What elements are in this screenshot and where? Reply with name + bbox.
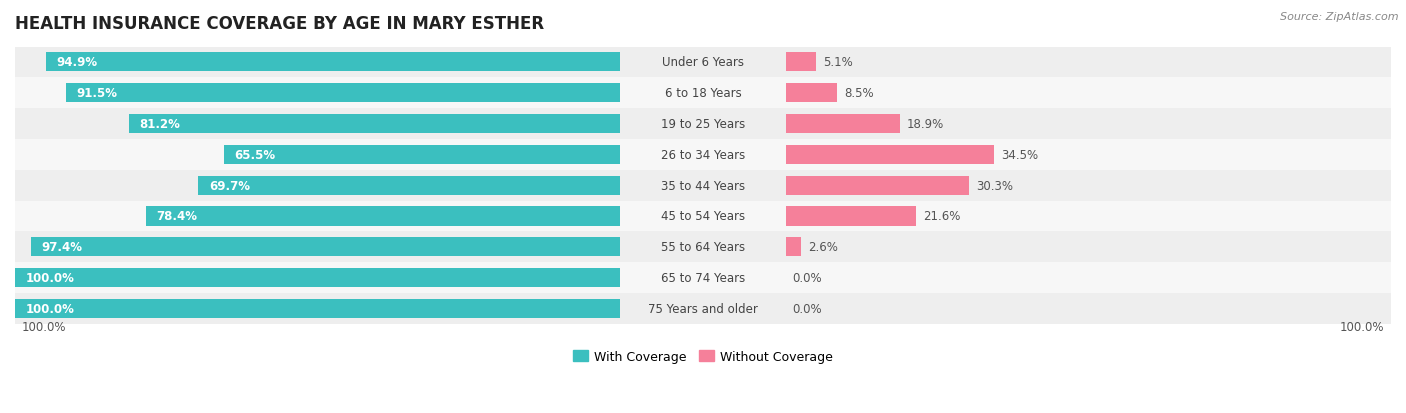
Text: 65.5%: 65.5% xyxy=(235,149,276,161)
Text: 100.0%: 100.0% xyxy=(1340,320,1384,333)
Text: 97.4%: 97.4% xyxy=(41,241,82,254)
Bar xyxy=(129,115,620,134)
Bar xyxy=(786,207,917,226)
Text: 65 to 74 Years: 65 to 74 Years xyxy=(661,271,745,285)
Bar xyxy=(15,299,620,318)
Bar xyxy=(198,176,620,195)
Text: HEALTH INSURANCE COVERAGE BY AGE IN MARY ESTHER: HEALTH INSURANCE COVERAGE BY AGE IN MARY… xyxy=(15,15,544,33)
Text: 30.3%: 30.3% xyxy=(976,179,1012,192)
Bar xyxy=(15,109,1391,140)
Bar xyxy=(31,237,620,257)
Text: 34.5%: 34.5% xyxy=(1001,149,1039,161)
Text: 45 to 54 Years: 45 to 54 Years xyxy=(661,210,745,223)
Text: 81.2%: 81.2% xyxy=(139,118,180,131)
Bar xyxy=(15,78,1391,109)
Bar xyxy=(46,53,620,72)
Bar xyxy=(15,263,1391,293)
Bar xyxy=(15,140,1391,170)
Text: 55 to 64 Years: 55 to 64 Years xyxy=(661,241,745,254)
Text: 0.0%: 0.0% xyxy=(793,302,823,315)
Bar xyxy=(786,115,900,134)
Bar xyxy=(15,293,1391,324)
Bar xyxy=(15,232,1391,263)
Text: 35 to 44 Years: 35 to 44 Years xyxy=(661,179,745,192)
Bar xyxy=(786,145,994,164)
Bar xyxy=(66,84,620,103)
Text: 19 to 25 Years: 19 to 25 Years xyxy=(661,118,745,131)
Bar xyxy=(786,84,837,103)
Bar xyxy=(786,237,801,257)
Text: 18.9%: 18.9% xyxy=(907,118,943,131)
Text: 100.0%: 100.0% xyxy=(22,320,66,333)
Text: 21.6%: 21.6% xyxy=(924,210,960,223)
Bar xyxy=(786,176,969,195)
Text: Source: ZipAtlas.com: Source: ZipAtlas.com xyxy=(1281,12,1399,22)
Text: 5.1%: 5.1% xyxy=(824,56,853,69)
Text: 100.0%: 100.0% xyxy=(25,271,75,285)
Bar xyxy=(786,53,817,72)
Text: 8.5%: 8.5% xyxy=(844,87,873,100)
Legend: With Coverage, Without Coverage: With Coverage, Without Coverage xyxy=(568,345,838,368)
Text: 78.4%: 78.4% xyxy=(156,210,197,223)
Text: 75 Years and older: 75 Years and older xyxy=(648,302,758,315)
Text: 0.0%: 0.0% xyxy=(793,271,823,285)
Bar xyxy=(15,170,1391,201)
Bar xyxy=(15,47,1391,78)
Text: 69.7%: 69.7% xyxy=(208,179,250,192)
Bar xyxy=(15,268,620,287)
Bar xyxy=(224,145,620,164)
Text: 2.6%: 2.6% xyxy=(808,241,838,254)
Text: 91.5%: 91.5% xyxy=(77,87,118,100)
Text: 26 to 34 Years: 26 to 34 Years xyxy=(661,149,745,161)
Text: Under 6 Years: Under 6 Years xyxy=(662,56,744,69)
Text: 94.9%: 94.9% xyxy=(56,56,97,69)
Bar xyxy=(15,201,1391,232)
Text: 6 to 18 Years: 6 to 18 Years xyxy=(665,87,741,100)
Text: 100.0%: 100.0% xyxy=(25,302,75,315)
Bar xyxy=(146,207,620,226)
